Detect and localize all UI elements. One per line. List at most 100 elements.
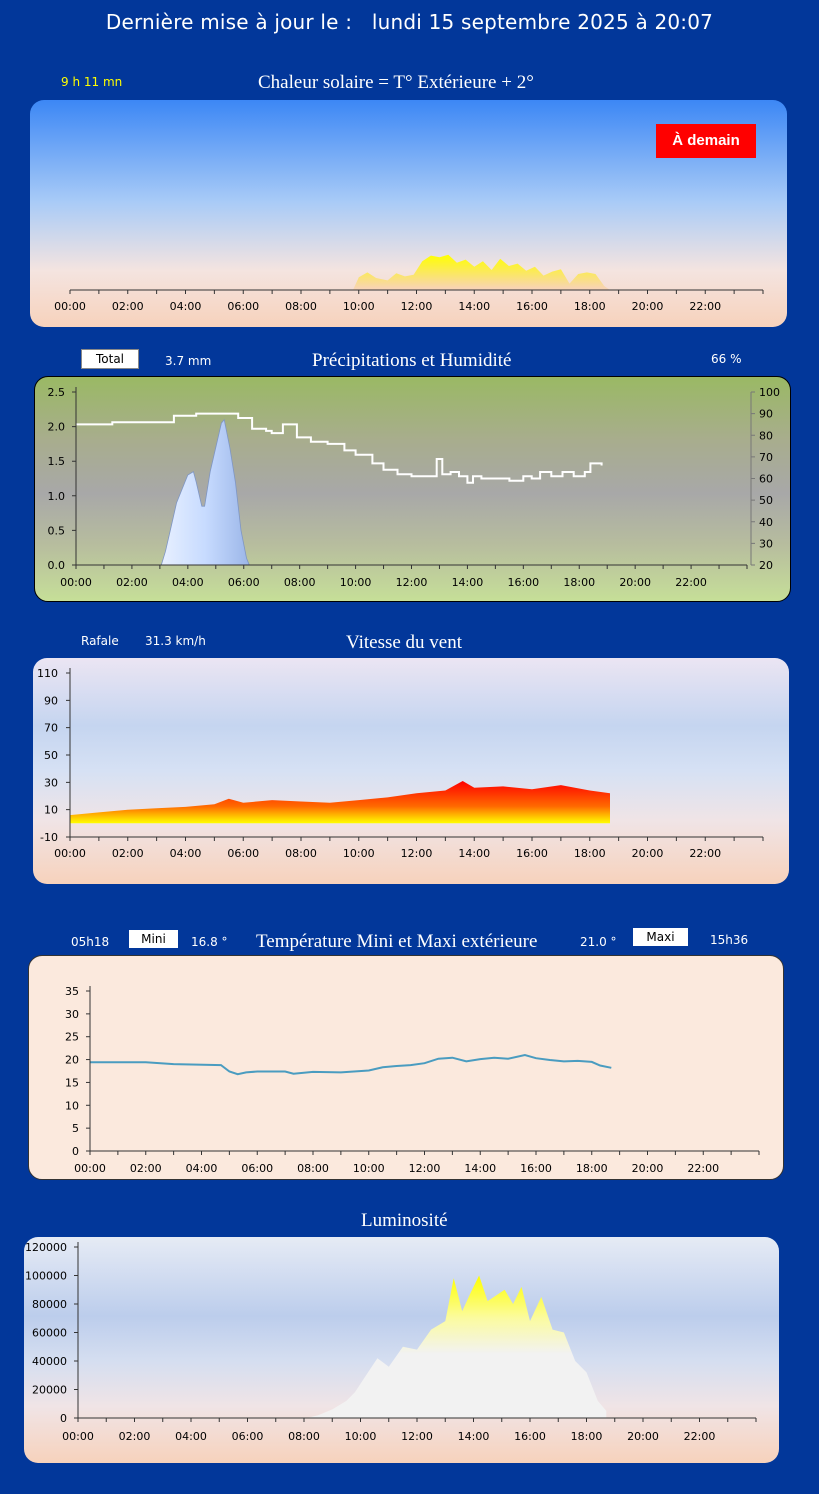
x-tick-label: 00:00	[54, 847, 86, 860]
lum-chart: 00:00 02:00 04:00 06:00 08:00 10:00 12:00 14:00…	[25, 1241, 757, 1443]
x-tick-label: 10:00	[340, 576, 372, 589]
x-tick-label: 18:00	[574, 300, 606, 313]
x-tick-label: 18:00	[563, 576, 595, 589]
x-tick-label: 18:00	[574, 847, 606, 860]
x-tick-label: 00:00	[62, 1430, 94, 1443]
lum-title: Luminosité	[361, 1210, 448, 1231]
x-tick-label: 02:00	[119, 1430, 151, 1443]
y-tick-label: 1.0	[48, 490, 66, 503]
y-tick-label: 0.0	[48, 559, 66, 572]
x-tick-label: 18:00	[576, 1162, 608, 1175]
solar-area	[353, 254, 610, 290]
solar-duration: 9 h 11 mn	[61, 75, 123, 89]
temp-min-value: 16.8 °	[191, 935, 228, 949]
temp-title: Température Mini et Maxi extérieure	[256, 931, 538, 952]
x-tick-label: 12:00	[401, 1430, 433, 1443]
temp-chart: 00:00 02:00 04:00 06:00 08:00 10:00 12:00 14:00…	[65, 985, 760, 1175]
y-tick-label: 0	[72, 1145, 79, 1158]
x-tick-label: 08:00	[297, 1162, 329, 1175]
y-tick-label: 110	[37, 667, 58, 680]
x-tick-label: 16:00	[514, 1430, 546, 1443]
y2-tick-label: 20	[759, 559, 773, 572]
precipitation-area	[160, 418, 250, 566]
y-tick-label: 1.5	[48, 455, 66, 468]
x-tick-label: 04:00	[172, 576, 204, 589]
x-tick-label: 06:00	[241, 1162, 273, 1175]
rain-chart: 00:00 02:00 04:00 06:00 08:00 10:00 12:00 14:00…	[48, 386, 781, 589]
x-tick-label: 04:00	[175, 1430, 207, 1443]
temp-max-label: Maxi	[633, 928, 688, 946]
y-tick-label: 100000	[25, 1270, 67, 1283]
header-label: Dernière mise à jour le :	[105, 10, 353, 34]
solar-title: Chaleur solaire = T° Extérieure + 2°	[258, 72, 534, 93]
wind-panel: 00:00 02:00 04:00 06:00 08:00 10:00 12:00 14:00…	[33, 658, 789, 884]
temp-min-label: Mini	[129, 930, 178, 948]
y2-tick-label: 100	[759, 386, 780, 399]
temperature-line	[90, 1053, 612, 1076]
x-tick-label: 22:00	[689, 847, 721, 860]
x-tick-label: 22:00	[684, 1430, 716, 1443]
x-tick-label: 18:00	[571, 1430, 603, 1443]
humidity-line	[76, 412, 603, 484]
header-date: lundi 15 septembre 2025 à 20:07	[371, 10, 714, 34]
y-tick-label: 10	[65, 1099, 79, 1112]
x-tick-label: 10:00	[343, 300, 375, 313]
y-tick-label: -10	[40, 831, 58, 844]
x-tick-label: 02:00	[130, 1162, 162, 1175]
wind-title: Vitesse du vent	[346, 632, 463, 653]
x-tick-label: 12:00	[401, 300, 433, 313]
x-tick-label: 06:00	[227, 847, 259, 860]
x-tick-label: 08:00	[285, 300, 317, 313]
x-tick-label: 20:00	[619, 576, 651, 589]
wind-chart: 00:00 02:00 04:00 06:00 08:00 10:00 12:00 14:00…	[37, 667, 764, 860]
x-tick-label: 10:00	[345, 1430, 377, 1443]
x-tick-label: 20:00	[632, 300, 664, 313]
rain-title: Précipitations et Humidité	[312, 350, 512, 371]
y2-tick-label: 60	[759, 473, 773, 486]
rain-total-value: 3.7 mm	[165, 354, 212, 368]
y-tick-label: 40000	[32, 1355, 67, 1368]
x-tick-label: 12:00	[401, 847, 433, 860]
y2-tick-label: 30	[759, 537, 773, 550]
x-tick-label: 06:00	[227, 300, 259, 313]
y-tick-label: 120000	[25, 1241, 67, 1254]
solar-chart: 00:00 02:00 04:00 06:00 08:00 10:00 12:00 14:00…	[54, 254, 764, 313]
tomorrow-button[interactable]: À demain	[656, 124, 756, 158]
y-tick-label: 20000	[32, 1384, 67, 1397]
x-tick-label: 16:00	[516, 300, 548, 313]
y-tick-label: 90	[44, 694, 58, 707]
gust-value: 31.3 km/h	[145, 634, 206, 648]
y-tick-label: 2.5	[48, 386, 66, 399]
x-tick-label: 22:00	[689, 300, 721, 313]
x-tick-label: 06:00	[232, 1430, 264, 1443]
x-tick-label: 00:00	[60, 576, 92, 589]
x-tick-label: 08:00	[288, 1430, 320, 1443]
y-tick-label: 30	[65, 1008, 79, 1021]
temp-max-value: 21.0 °	[580, 935, 617, 949]
rain-panel: 00:00 02:00 04:00 06:00 08:00 10:00 12:00 14:00…	[34, 376, 791, 602]
y2-tick-label: 80	[759, 429, 773, 442]
x-tick-label: 20:00	[627, 1430, 659, 1443]
x-tick-label: 12:00	[396, 576, 428, 589]
x-tick-label: 04:00	[186, 1162, 218, 1175]
x-tick-label: 00:00	[54, 300, 86, 313]
solar-panel: À demain 00:00 02:00 04:00 06:00 08:00 10:00 1…	[30, 100, 787, 327]
x-tick-label: 04:00	[170, 847, 202, 860]
x-tick-label: 04:00	[170, 300, 202, 313]
y2-tick-label: 70	[759, 451, 773, 464]
y-tick-label: 5	[72, 1122, 79, 1135]
x-tick-label: 10:00	[343, 847, 375, 860]
y-tick-label: 10	[44, 804, 58, 817]
y-tick-label: 35	[65, 985, 79, 998]
y2-tick-label: 50	[759, 494, 773, 507]
x-tick-label: 14:00	[458, 847, 490, 860]
x-tick-label: 06:00	[228, 576, 260, 589]
x-tick-label: 16:00	[516, 847, 548, 860]
x-tick-label: 14:00	[458, 1430, 490, 1443]
x-tick-label: 16:00	[520, 1162, 552, 1175]
x-tick-label: 08:00	[285, 847, 317, 860]
y2-tick-label: 90	[759, 408, 773, 421]
x-tick-label: 22:00	[675, 576, 707, 589]
x-tick-label: 10:00	[353, 1162, 385, 1175]
x-tick-label: 02:00	[112, 847, 144, 860]
